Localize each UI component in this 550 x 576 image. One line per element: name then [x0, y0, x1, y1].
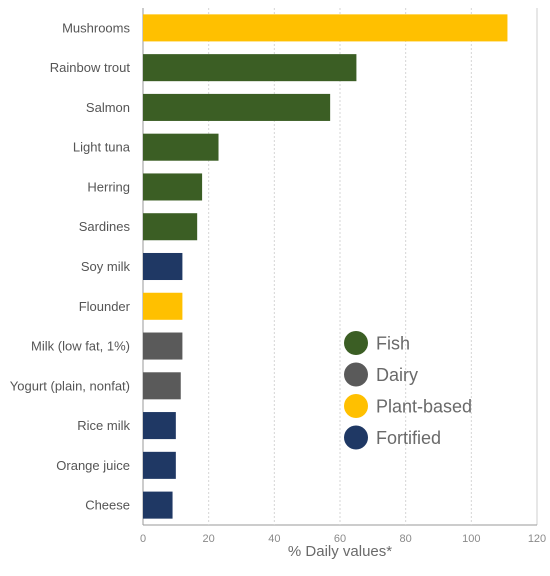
- x-tick-label: 0: [140, 533, 146, 545]
- legend-marker-dairy: [344, 362, 368, 387]
- x-tick-label: 20: [203, 533, 215, 545]
- category-label: Yogurt (plain, nonfat): [10, 378, 130, 393]
- legend-label: Plant-based: [376, 397, 472, 417]
- category-label: Light tuna: [73, 140, 131, 155]
- legend: Fish Dairy Plant-based Fortified: [344, 331, 472, 450]
- bar-flounder: [143, 292, 183, 320]
- category-label: Rice milk: [77, 418, 130, 433]
- category-label: Mushrooms: [62, 20, 130, 35]
- legend-label: Fortified: [376, 428, 441, 448]
- legend-label: Dairy: [376, 365, 418, 385]
- bar-yogurt-plain-nonfat: [143, 372, 181, 400]
- category-label: Salmon: [86, 100, 130, 115]
- bar-milk-low-fat-1: [143, 332, 183, 360]
- bar-salmon: [143, 93, 331, 121]
- category-label: Flounder: [79, 299, 131, 314]
- bar-soy-milk: [143, 252, 183, 281]
- category-labels: Mushrooms Rainbow trout Salmon Light tuna He…: [10, 20, 131, 512]
- legend-marker-fortified: [344, 425, 368, 450]
- bar-orange-juice: [143, 451, 176, 479]
- bar-herring: [143, 173, 203, 201]
- legend-marker-fish: [344, 331, 368, 355]
- category-label: Soy milk: [81, 259, 131, 274]
- x-axis-title: % Daily values*: [288, 543, 392, 560]
- category-label: Herring: [87, 179, 130, 194]
- bar-rice-milk: [143, 412, 176, 440]
- category-label: Milk (low fat, 1%): [31, 339, 130, 354]
- bar-light-tuna: [143, 133, 219, 161]
- x-tick-label: 120: [528, 533, 546, 545]
- x-tick-label: 80: [400, 533, 412, 545]
- category-label: Sardines: [79, 219, 131, 234]
- bars: [143, 14, 508, 519]
- bar-cheese: [143, 491, 173, 519]
- x-tick-label: 100: [462, 533, 480, 545]
- category-label: Rainbow trout: [50, 60, 131, 75]
- bar-rainbow-trout: [143, 54, 357, 82]
- x-tick-label: 40: [268, 533, 280, 545]
- category-label: Orange juice: [56, 458, 130, 473]
- legend-label: Fish: [376, 334, 410, 354]
- category-label: Cheese: [85, 498, 130, 513]
- bar-mushrooms: [143, 14, 508, 42]
- legend-marker-plant-based: [344, 394, 368, 418]
- x-tick-labels: 0 20 40 60 80 100 120: [140, 533, 546, 545]
- x-tick-label: 60: [334, 533, 346, 545]
- bar-sardines: [143, 213, 198, 241]
